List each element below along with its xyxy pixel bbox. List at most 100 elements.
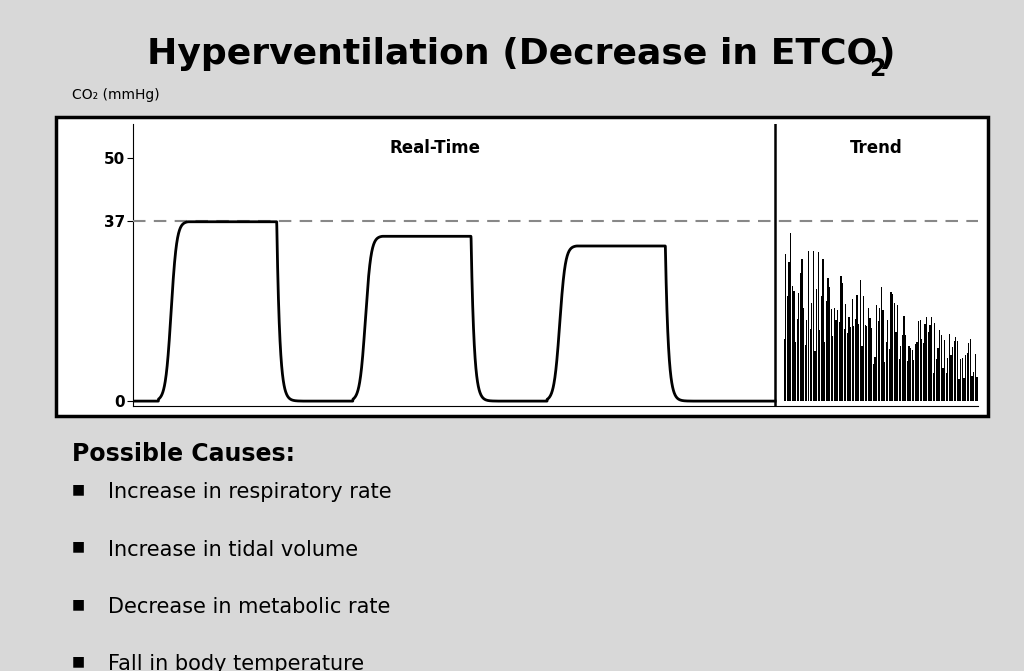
Text: 2: 2 (869, 57, 886, 81)
Text: Real-Time: Real-Time (389, 139, 480, 157)
Bar (933, 372, 934, 401)
Bar (928, 331, 929, 401)
Bar (953, 341, 954, 401)
Text: ■: ■ (72, 539, 85, 554)
Bar (886, 342, 887, 401)
Bar (825, 301, 827, 401)
Bar (880, 308, 881, 401)
Bar (913, 360, 914, 401)
Bar (852, 299, 853, 401)
Bar (911, 350, 912, 401)
Bar (926, 317, 928, 401)
Bar (922, 339, 923, 401)
Bar (874, 357, 876, 401)
Bar (864, 325, 865, 401)
Bar (958, 379, 959, 401)
Bar (841, 276, 842, 401)
Bar (964, 378, 965, 401)
Bar (961, 359, 962, 401)
Bar (956, 341, 958, 401)
Bar (952, 347, 953, 401)
Bar (788, 262, 790, 401)
Bar (845, 304, 847, 401)
Bar (969, 343, 970, 401)
Bar (925, 323, 926, 401)
Bar (950, 355, 951, 401)
Bar (872, 364, 873, 401)
Bar (863, 296, 864, 401)
Bar (923, 344, 924, 401)
Bar (814, 352, 815, 401)
Bar (817, 252, 819, 401)
Bar (860, 280, 861, 401)
Bar (947, 358, 948, 401)
Bar (867, 308, 869, 401)
Bar (910, 348, 911, 401)
Bar (853, 326, 854, 401)
Bar (834, 307, 835, 401)
Bar (887, 320, 889, 401)
Bar (842, 283, 843, 401)
Bar (849, 317, 850, 401)
Text: Possible Causes:: Possible Causes: (72, 442, 295, 466)
Bar (918, 321, 920, 401)
Bar (791, 233, 792, 401)
Bar (955, 337, 956, 401)
Bar (829, 287, 830, 401)
Bar (819, 330, 820, 401)
Bar (944, 340, 945, 401)
Bar (884, 362, 885, 401)
Bar (934, 323, 935, 401)
Bar (937, 348, 939, 401)
Bar (962, 358, 963, 401)
Bar (970, 339, 971, 401)
Bar (878, 321, 879, 401)
Bar (802, 259, 803, 401)
Bar (827, 278, 828, 401)
Bar (794, 291, 795, 401)
Bar (850, 327, 851, 401)
Text: ■: ■ (72, 654, 85, 668)
Text: ): ) (879, 38, 895, 71)
Bar (792, 286, 793, 401)
Bar (941, 335, 942, 401)
Bar (785, 254, 786, 401)
Bar (795, 342, 797, 401)
Bar (798, 293, 800, 401)
Bar (942, 368, 943, 401)
Bar (797, 319, 798, 401)
Bar (905, 335, 906, 401)
Bar (967, 352, 968, 401)
Bar (800, 273, 801, 401)
Bar (816, 289, 817, 401)
Bar (931, 317, 932, 401)
Bar (883, 311, 884, 401)
Bar (822, 259, 823, 401)
Bar (837, 310, 839, 401)
Bar (881, 287, 882, 401)
Bar (892, 295, 893, 401)
Bar (824, 342, 825, 401)
Bar (899, 359, 900, 401)
Bar (847, 333, 848, 401)
Text: ■: ■ (72, 482, 85, 497)
Bar (939, 329, 940, 401)
Bar (976, 377, 978, 401)
Text: ■: ■ (72, 597, 85, 611)
Bar (949, 333, 950, 401)
Bar (920, 320, 921, 401)
Bar (908, 346, 909, 401)
Bar (930, 325, 931, 401)
Bar (916, 342, 918, 401)
Bar (900, 346, 901, 401)
Bar (811, 303, 812, 401)
Bar (895, 332, 897, 401)
Text: Decrease in metabolic rate: Decrease in metabolic rate (108, 597, 390, 617)
Bar (897, 305, 898, 401)
Bar (803, 309, 804, 401)
Bar (821, 297, 822, 401)
Bar (56, 117, 988, 416)
Bar (836, 320, 837, 401)
Bar (856, 295, 858, 401)
Bar (844, 329, 845, 401)
